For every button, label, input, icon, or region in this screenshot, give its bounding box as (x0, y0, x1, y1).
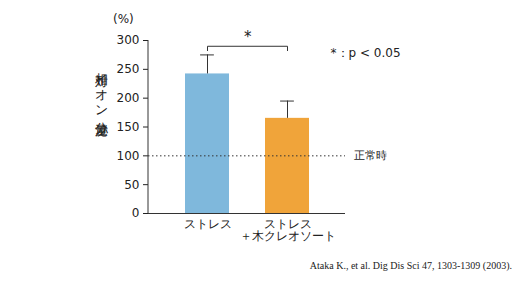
svg-text:200: 200 (117, 91, 140, 105)
svg-text:ストレス: ストレス (184, 217, 232, 231)
svg-text:*: * (244, 28, 252, 46)
svg-text:250: 250 (117, 62, 140, 76)
svg-text:ストレス＋木クレオソート: ストレス＋木クレオソート (240, 217, 336, 243)
svg-text:0: 0 (132, 206, 140, 220)
svg-text:150: 150 (117, 120, 140, 134)
html-text:Ataka K., et al. Dig Dis Sci 4: Ataka K., et al. Dig Dis Sci 47, 1303-13… (309, 260, 512, 271)
svg-text:100: 100 (117, 149, 140, 163)
svg-text:正常時: 正常時 (354, 149, 387, 162)
svg-text:50: 50 (124, 178, 139, 192)
html-text:相対イオン分泌量: 相対イオン分泌量 (94, 62, 109, 115)
svg-text:*：p < 0.05: *：p < 0.05 (331, 46, 401, 60)
svg-text:300: 300 (117, 33, 140, 47)
